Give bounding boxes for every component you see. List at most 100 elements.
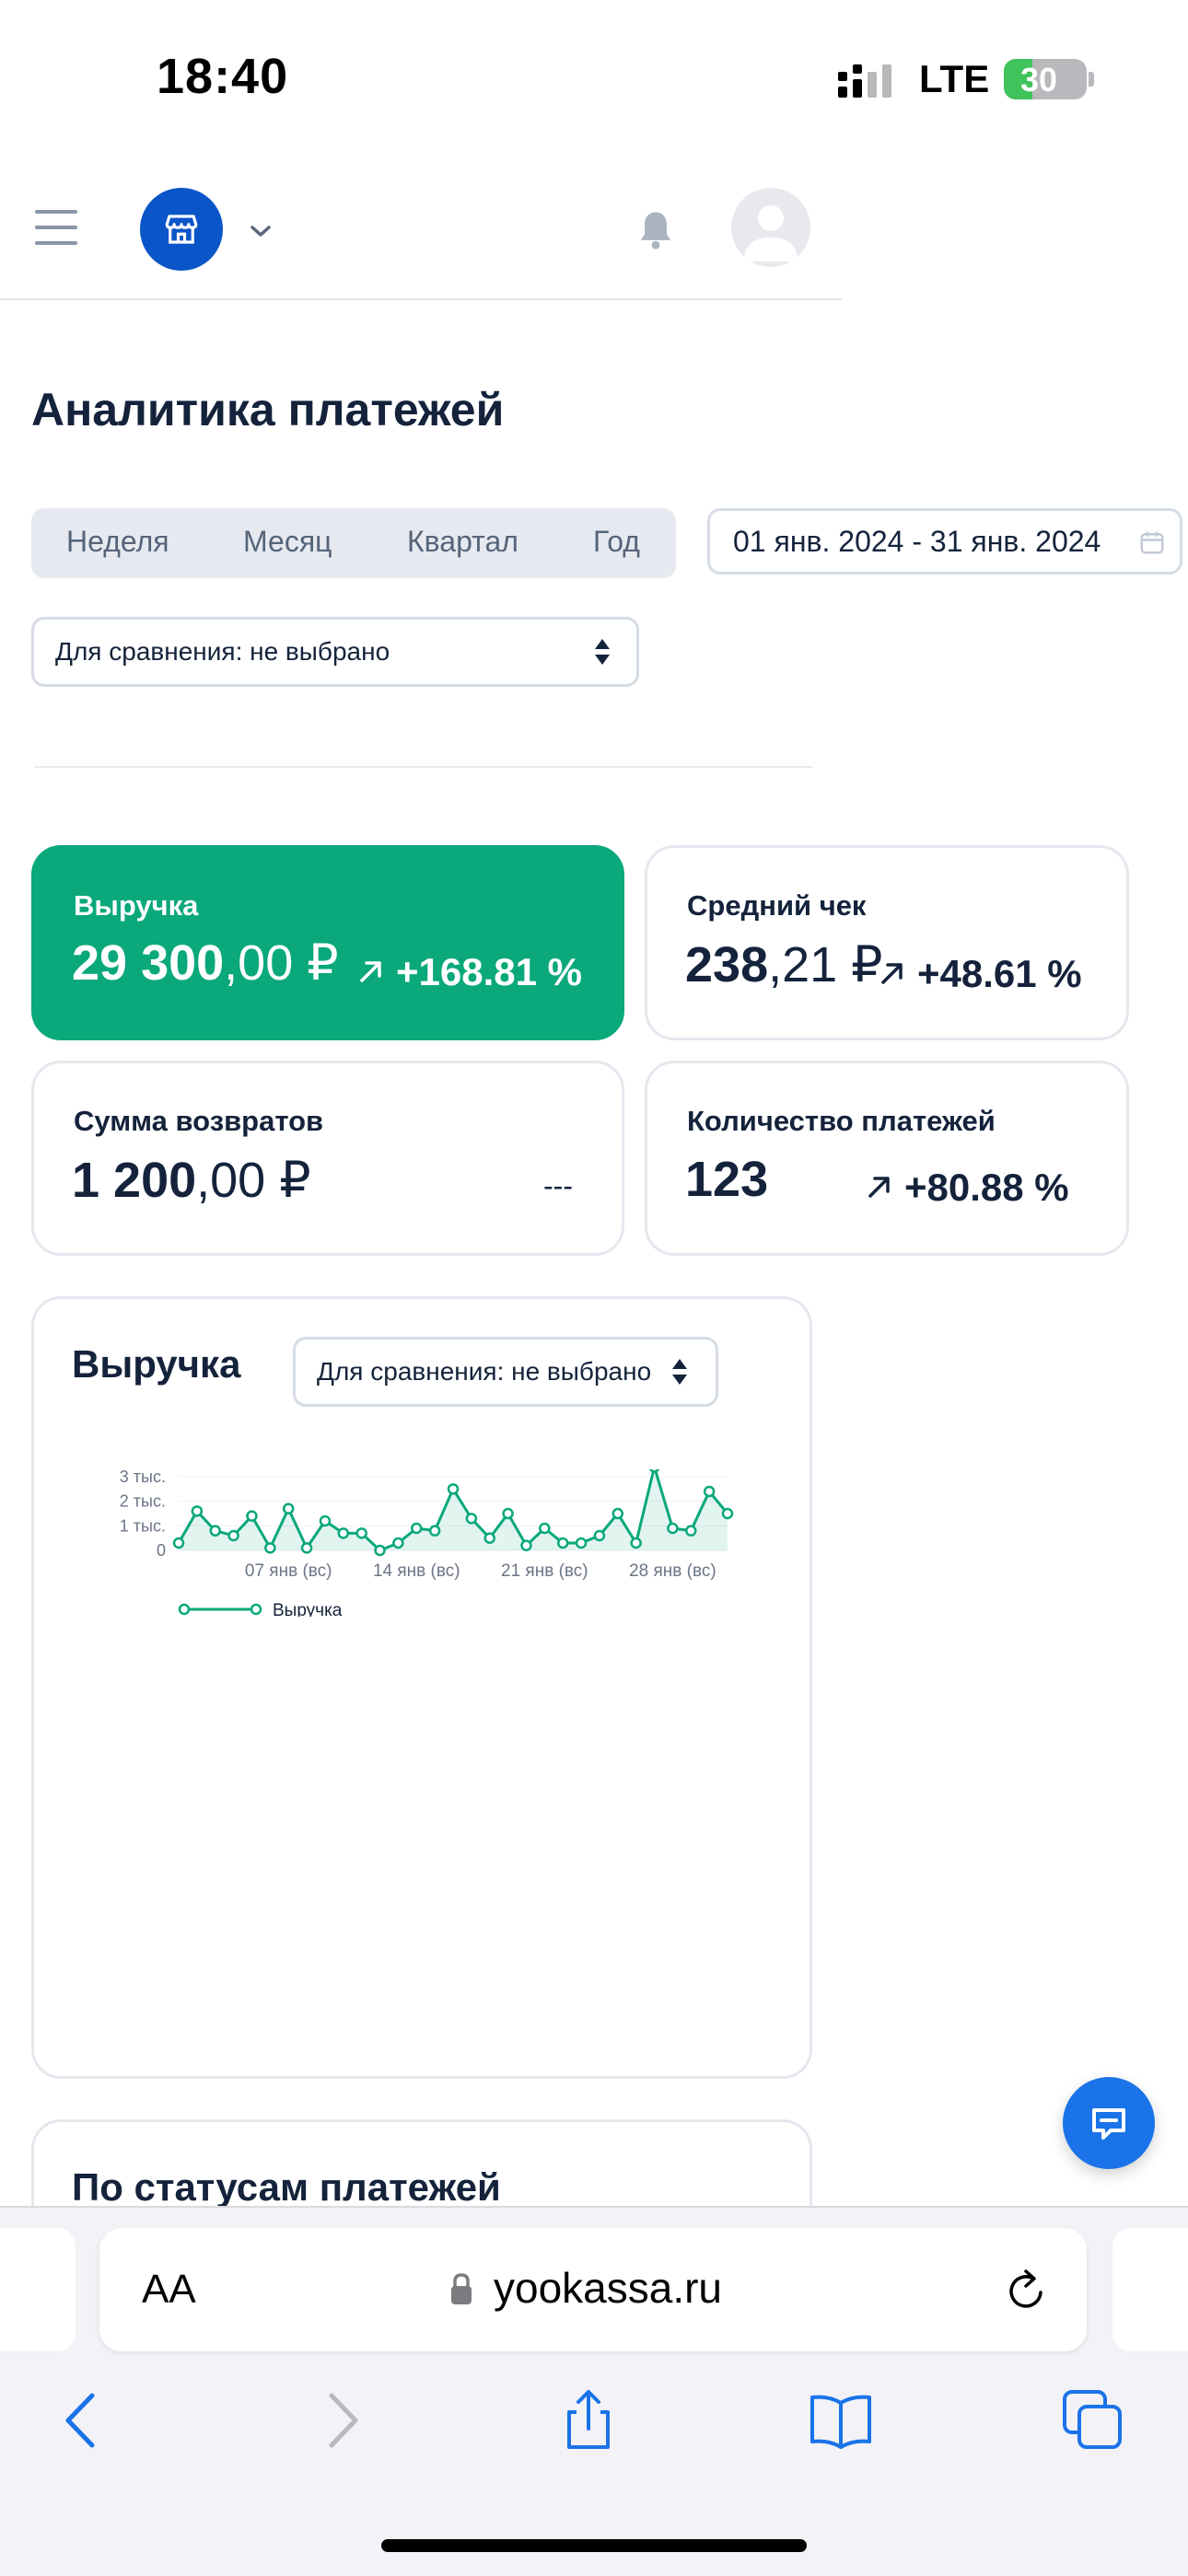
chart-point: [502, 1507, 514, 1520]
chart-point: [428, 1525, 441, 1537]
chart-compare-select[interactable]: [293, 1337, 718, 1407]
chart-title: Выручка: [72, 1342, 241, 1386]
legend-marker: [178, 1603, 191, 1616]
chart-point: [374, 1544, 386, 1557]
chart-point: [575, 1537, 588, 1549]
chart-x-tick: 14 янв (вс): [373, 1561, 460, 1581]
chart-point: [209, 1525, 221, 1537]
back-icon[interactable]: [52, 2388, 116, 2453]
chart-point: [721, 1507, 734, 1520]
cellular-signal-icon: [838, 64, 891, 98]
chat-bubble-icon: [1092, 2108, 1125, 2140]
battery-level: 30: [1019, 61, 1058, 99]
chart-point: [465, 1513, 478, 1525]
chart-point: [685, 1525, 697, 1537]
chevron-down-icon[interactable]: [247, 217, 274, 245]
period-tabs: [31, 508, 676, 578]
metric-label: Средний чек: [687, 889, 867, 922]
metric-card-refunds[interactable]: [31, 1061, 624, 1256]
next-tab-preview[interactable]: [1112, 2228, 1188, 2351]
metric-card-average-check[interactable]: [645, 845, 1129, 1040]
share-icon[interactable]: [556, 2388, 621, 2453]
chart-point: [337, 1527, 350, 1539]
page-title: Аналитика платежей: [31, 384, 505, 435]
tab-quarter[interactable]: Квартал: [407, 525, 518, 558]
chart-point: [447, 1483, 460, 1495]
chart-y-tick: 1 тыс.: [120, 1516, 166, 1535]
metric-delta: ---: [543, 1169, 573, 1202]
legend-marker: [250, 1603, 262, 1616]
chart-point: [630, 1537, 642, 1549]
chart-y-tick: 3 тыс.: [120, 1469, 166, 1486]
previous-tab-preview[interactable]: [0, 2228, 76, 2351]
metric-label: Сумма возвратов: [74, 1105, 324, 1137]
shop-switcher-button[interactable]: [140, 188, 223, 271]
metric-value: 238,21 ₽: [685, 937, 883, 992]
chart-point: [191, 1505, 204, 1517]
url-text: yookassa.ru: [494, 2264, 723, 2312]
date-range-value: 01 янв. 2024 - 31 янв. 2024: [733, 525, 1101, 558]
chart-point: [539, 1522, 551, 1535]
storefront-icon: [165, 215, 198, 244]
user-avatar-icon[interactable]: [731, 188, 810, 267]
support-chat-button[interactable]: [1063, 2077, 1155, 2169]
chart-point: [246, 1510, 258, 1522]
bell-icon[interactable]: [632, 206, 680, 254]
chart-point: [227, 1529, 239, 1542]
forward-icon[interactable]: [308, 2388, 372, 2453]
metric-value: 29 300,00 ₽: [72, 935, 339, 991]
status-time: 18:40: [157, 49, 289, 104]
revenue-chart: 3 тыс. 2 тыс. 1 тыс. 0 07 янв (вс) 14 янв (вс…: [120, 1469, 734, 1617]
hamburger-icon[interactable]: [35, 210, 77, 247]
chart-compare-select-value: Для сравнения: не выбрано: [317, 1357, 652, 1386]
tab-month[interactable]: Месяц: [243, 525, 332, 558]
date-range-field[interactable]: [707, 508, 1182, 574]
legend-label: Выручка: [273, 1601, 343, 1617]
address-bar[interactable]: [99, 2228, 1087, 2351]
metric-value: 123: [685, 1152, 769, 1207]
bookmarks-icon[interactable]: [809, 2388, 873, 2453]
chart-y-tick: 0: [157, 1541, 166, 1560]
chart-point: [392, 1537, 404, 1549]
header-divider: [0, 298, 842, 300]
metric-label: Выручка: [74, 889, 199, 922]
tab-week[interactable]: Неделя: [66, 525, 169, 558]
chart-point: [355, 1527, 367, 1539]
chart-point: [300, 1542, 313, 1554]
battery-tip: [1089, 72, 1094, 87]
tabs-icon[interactable]: [1061, 2388, 1125, 2453]
chart-point: [282, 1503, 295, 1514]
metric-card-payment-count[interactable]: [645, 1061, 1129, 1256]
section-divider: [35, 766, 812, 768]
reload-icon[interactable]: [1002, 2261, 1052, 2316]
chart-point: [667, 1522, 679, 1535]
chart-point: [264, 1542, 276, 1554]
compare-select[interactable]: [31, 617, 639, 687]
chart-area: [179, 1469, 728, 1550]
revenue-chart-card: [31, 1296, 812, 2079]
metric-card-revenue[interactable]: [31, 845, 624, 1040]
chart-point: [648, 1469, 660, 1473]
metric-delta: +168.81 %: [396, 950, 583, 993]
chart-point: [520, 1539, 532, 1551]
tab-year[interactable]: Год: [593, 525, 640, 558]
chart-point: [611, 1507, 624, 1520]
chart-x-tick: 07 янв (вс): [245, 1561, 332, 1581]
chart-point: [172, 1537, 185, 1549]
chart-y-tick: 2 тыс.: [120, 1492, 166, 1511]
sort-arrows-icon: [595, 639, 610, 665]
chart-point: [556, 1537, 569, 1549]
calendar-icon[interactable]: [1138, 528, 1166, 556]
chart-x-tick: 21 янв (вс): [501, 1561, 588, 1581]
chart-point: [319, 1514, 332, 1527]
chart-point: [703, 1485, 716, 1498]
chart-point: [593, 1529, 606, 1542]
lock-icon: [451, 2273, 472, 2304]
text-size-button[interactable]: AA: [142, 2267, 196, 2312]
network-type: LTE: [919, 57, 990, 100]
arrow-up-right-icon: [360, 961, 381, 982]
arrow-up-right-icon: [881, 963, 903, 984]
status-section-title: По статусам платежей: [72, 2165, 501, 2209]
metric-delta: +80.88 %: [904, 1166, 1069, 1209]
battery-icon: 30: [1004, 59, 1087, 99]
